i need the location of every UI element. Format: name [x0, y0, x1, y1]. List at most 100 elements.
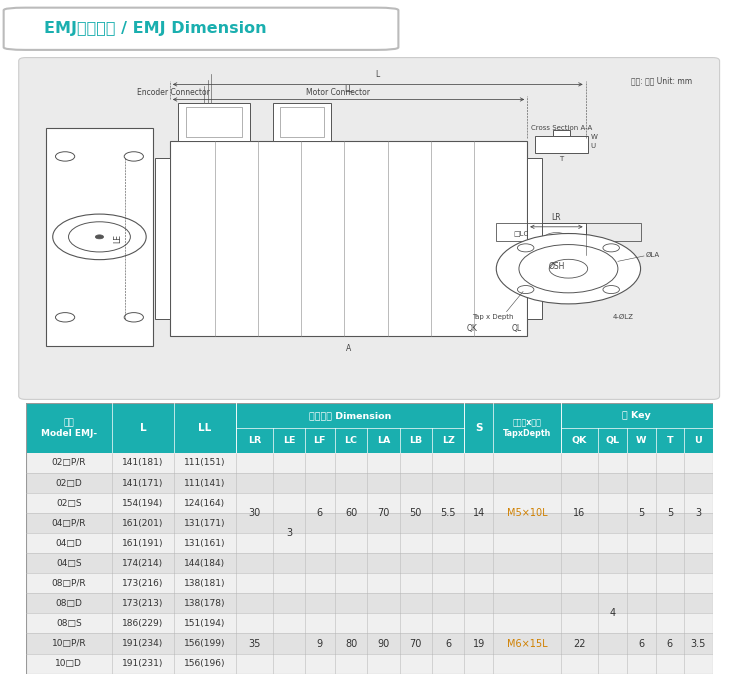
Bar — [26, 634, 713, 653]
Text: 70: 70 — [409, 638, 422, 649]
Text: 156(199): 156(199) — [184, 639, 225, 648]
Bar — [170, 141, 527, 336]
Text: 161(191): 161(191) — [122, 539, 164, 548]
Text: 154(194): 154(194) — [122, 498, 164, 508]
Bar — [527, 158, 542, 319]
Bar — [26, 453, 713, 473]
Text: LR: LR — [248, 436, 261, 445]
Text: A: A — [346, 344, 351, 353]
Text: 6: 6 — [667, 638, 673, 649]
Text: 型号
Model EMJ-: 型号 Model EMJ- — [41, 418, 97, 437]
Text: 90: 90 — [377, 638, 390, 649]
Text: 外形尺寸 Dimension: 外形尺寸 Dimension — [308, 411, 391, 420]
Bar — [26, 553, 713, 573]
Circle shape — [56, 313, 75, 322]
Text: ØSH: ØSH — [548, 262, 564, 271]
Circle shape — [603, 286, 619, 294]
Text: 6: 6 — [445, 638, 451, 649]
Text: 3: 3 — [286, 528, 292, 538]
Text: 141(171): 141(171) — [122, 479, 164, 487]
Text: 5.5: 5.5 — [441, 508, 456, 518]
Text: 6: 6 — [638, 638, 644, 649]
Text: 156(196): 156(196) — [184, 659, 225, 668]
Text: 08□S: 08□S — [56, 619, 82, 628]
Text: 08□D: 08□D — [56, 599, 83, 608]
Text: 04□S: 04□S — [56, 559, 82, 568]
Bar — [26, 493, 713, 513]
Text: T: T — [559, 156, 564, 162]
Text: 60: 60 — [345, 508, 357, 518]
FancyBboxPatch shape — [4, 7, 398, 50]
Text: ØLA: ØLA — [645, 253, 659, 259]
Text: S: S — [475, 423, 482, 433]
Text: Cross Section A-A: Cross Section A-A — [531, 125, 592, 131]
Text: 151(194): 151(194) — [184, 619, 225, 628]
Text: 单位: 毫米 Unit: mm: 单位: 毫米 Unit: mm — [631, 76, 692, 85]
Circle shape — [518, 244, 534, 252]
Text: 186(229): 186(229) — [122, 619, 164, 628]
Bar — [26, 473, 713, 493]
Text: 3: 3 — [695, 508, 702, 518]
Bar — [26, 653, 713, 674]
Text: 191(234): 191(234) — [122, 639, 164, 648]
Text: W: W — [636, 436, 646, 445]
Text: 5: 5 — [638, 508, 644, 518]
Text: 131(171): 131(171) — [184, 519, 225, 527]
Text: 70: 70 — [377, 508, 390, 518]
Text: LE: LE — [283, 436, 295, 445]
Text: 131(161): 131(161) — [184, 539, 225, 548]
Text: 111(141): 111(141) — [184, 479, 225, 487]
Text: 124(164): 124(164) — [184, 498, 225, 508]
Text: 19: 19 — [472, 638, 485, 649]
Bar — [553, 130, 569, 136]
Text: 35: 35 — [249, 638, 260, 649]
Bar — [26, 513, 713, 533]
Text: U: U — [591, 144, 596, 150]
Text: LA: LA — [376, 436, 390, 445]
Bar — [46, 128, 153, 346]
Text: LE: LE — [113, 234, 122, 243]
Bar — [535, 136, 588, 153]
Text: Motor Connector: Motor Connector — [306, 88, 370, 97]
Text: 6: 6 — [317, 508, 323, 518]
Text: 50: 50 — [409, 508, 422, 518]
FancyBboxPatch shape — [19, 58, 719, 399]
Bar — [26, 403, 713, 453]
Text: 5: 5 — [667, 508, 673, 518]
Text: 30: 30 — [249, 508, 260, 518]
Bar — [186, 107, 242, 137]
Circle shape — [95, 235, 104, 239]
Text: 80: 80 — [345, 638, 357, 649]
Text: LC: LC — [344, 436, 357, 445]
Circle shape — [53, 214, 146, 260]
Text: 138(181): 138(181) — [184, 579, 225, 588]
Text: 键 Key: 键 Key — [622, 411, 651, 420]
Circle shape — [519, 244, 618, 293]
Text: 02□P/R: 02□P/R — [52, 458, 86, 467]
Text: 173(216): 173(216) — [122, 579, 164, 588]
Circle shape — [56, 152, 75, 161]
Bar — [26, 573, 713, 593]
Text: 138(178): 138(178) — [184, 599, 225, 608]
Text: M5×10L: M5×10L — [507, 508, 547, 518]
Bar — [26, 533, 713, 553]
Text: 111(151): 111(151) — [184, 458, 225, 467]
Text: QL: QL — [512, 324, 522, 333]
Text: EMJ外形尺寸 / EMJ Dimension: EMJ外形尺寸 / EMJ Dimension — [44, 21, 267, 37]
Circle shape — [544, 232, 569, 244]
Text: □LC: □LC — [513, 230, 529, 236]
Text: T: T — [667, 436, 673, 445]
Bar — [496, 223, 640, 241]
Circle shape — [496, 234, 640, 304]
Bar — [155, 158, 170, 319]
Text: L: L — [140, 423, 146, 433]
Text: 04□P/R: 04□P/R — [52, 519, 86, 527]
Text: QK: QK — [572, 436, 587, 445]
Text: 04□D: 04□D — [56, 539, 82, 548]
Text: 02□S: 02□S — [56, 498, 82, 508]
Text: QK: QK — [467, 324, 477, 333]
Text: QL: QL — [605, 436, 620, 445]
Circle shape — [549, 259, 588, 278]
Text: 141(181): 141(181) — [122, 458, 164, 467]
Text: LL: LL — [344, 85, 353, 94]
